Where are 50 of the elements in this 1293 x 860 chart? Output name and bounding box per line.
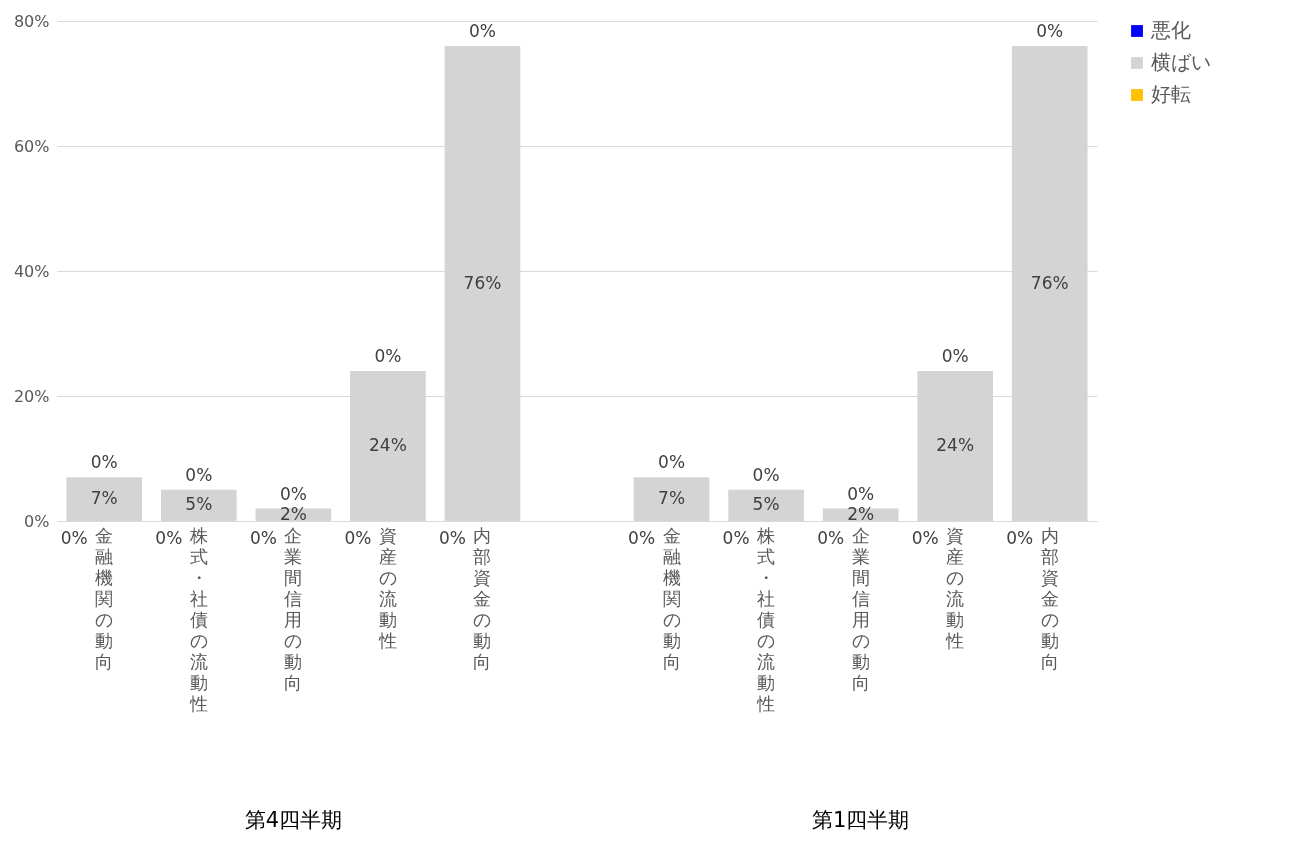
data-label: 76% — [463, 272, 502, 293]
data-label: 0% — [279, 483, 307, 504]
data-label: 0% — [344, 528, 372, 548]
x-tick-label: 企業間信用の動向 — [284, 524, 303, 693]
data-label: 0% — [722, 528, 750, 548]
x-tick-label: 資産の流動性 — [377, 524, 397, 651]
x-tick-label: 金融機関の動向 — [95, 524, 114, 672]
legend-label: 好転 — [1151, 82, 1191, 106]
data-label: 0% — [155, 528, 183, 548]
data-label: 24% — [369, 435, 407, 455]
y-tick-label: 60% — [13, 136, 50, 156]
data-label: 76% — [1030, 272, 1069, 293]
text: 第1四半期 — [811, 808, 910, 832]
x-tick-label: 企業間信用の動向 — [851, 524, 870, 693]
x-tick-label: 資産の流動性 — [945, 524, 965, 651]
data-label: 24% — [936, 435, 975, 455]
data-label: 0% — [249, 528, 277, 548]
data-label: 0% — [911, 528, 939, 548]
data-label: 0% — [847, 483, 875, 504]
data-label: 0% — [90, 452, 118, 473]
x-tick-label: 内部資金の動向 — [1040, 524, 1059, 672]
y-tick-label: 80% — [13, 11, 50, 31]
legend-label: 悪化 — [1150, 18, 1191, 42]
text: 第4四半期 — [244, 808, 343, 832]
x-tick-label: 内部資金の動向 — [473, 524, 492, 672]
data-label: 0% — [1006, 528, 1034, 548]
data-label: 0% — [374, 346, 402, 366]
x-tick-label: 金融機関の動向 — [662, 524, 681, 672]
data-label: 7% — [90, 488, 118, 509]
data-label: 5% — [752, 494, 780, 515]
legend-label: 横ばい — [1151, 50, 1211, 74]
data-label: 7% — [658, 488, 686, 509]
category-label: 株式・社債の流動性 — [189, 524, 208, 714]
data-label: 0% — [438, 528, 466, 548]
data-label: 0% — [185, 464, 213, 485]
y-tick-label: 0% — [24, 511, 50, 531]
data-label: 0% — [817, 528, 845, 548]
data-label: 0% — [628, 528, 656, 548]
data-label: 0% — [468, 21, 496, 41]
y-tick-label: 20% — [13, 386, 50, 406]
data-label: 2% — [847, 503, 875, 524]
data-label: 0% — [658, 452, 686, 473]
data-label: 0% — [60, 528, 88, 548]
data-label: 2% — [279, 503, 307, 524]
data-label: 0% — [1036, 21, 1064, 41]
data-label: 0% — [941, 346, 969, 366]
category-label: 株式・社債の流動性 — [757, 524, 776, 714]
data-label: 0% — [752, 464, 780, 485]
data-label: 5% — [185, 494, 213, 515]
y-tick-label: 40% — [13, 261, 50, 281]
